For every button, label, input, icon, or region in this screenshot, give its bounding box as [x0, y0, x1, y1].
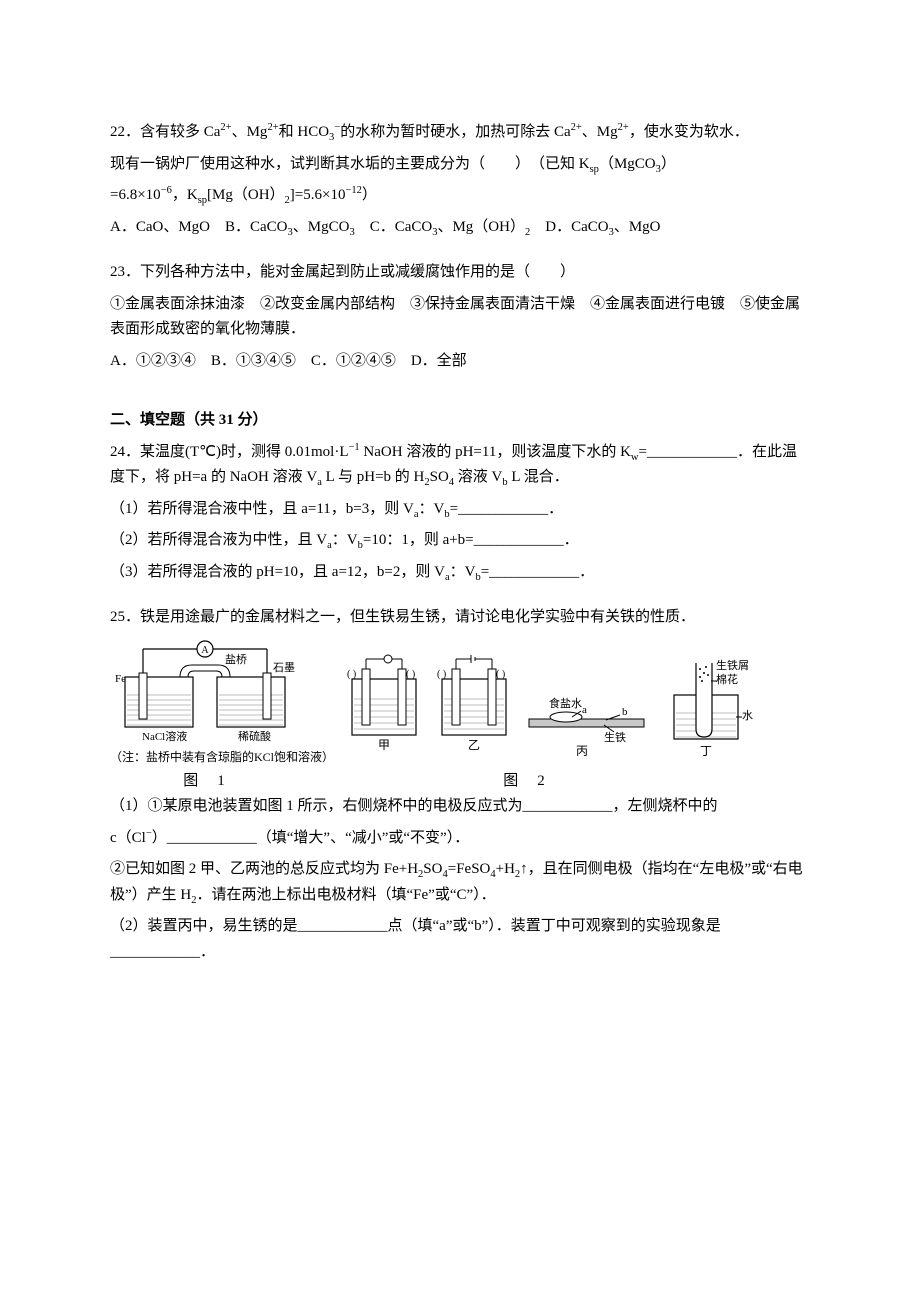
bing-label: 丙 — [576, 744, 588, 758]
q25-part3: （2）装置丙中，易生锈的是____________点（填“a”或“b”）．装置丁… — [110, 914, 810, 965]
q25-stem: 25．铁是用途最广的金属材料之一，但生铁易生锈，请讨论电化学实验中有关铁的性质． — [110, 605, 810, 631]
yi-label: 乙 — [468, 738, 480, 752]
q25-figures: A 盐桥 Fe — [110, 637, 810, 767]
q24-stem: 24．某温度(T℃)时，测得 0.01mol·L−1 NaOH 溶液的 pH=1… — [110, 440, 810, 491]
jia-label: 甲 — [378, 738, 390, 752]
salt-bridge-label: 盐桥 — [225, 653, 247, 666]
shengtiexie-label: 生铁屑 — [716, 658, 749, 672]
q25-figure-captions: 图 1 图 2 — [110, 769, 810, 795]
q25-fig1-note: （注：盐桥中装有含琼脂的KCl饱和溶液） — [110, 747, 334, 767]
shengtie-label: 生铁 — [604, 730, 626, 744]
fig2-caption: 图 2 — [310, 769, 740, 795]
q25-part1-line2: c（Cl−）____________（填“增大”、“减小”或“不变”）． — [110, 826, 810, 852]
q23-options: A．①②③④ B．①③④⑤ C．①②④⑤ D．全部 — [110, 349, 810, 375]
svg-text:a: a — [582, 704, 587, 716]
q25-figure2: ( ) ( ) 甲 ( ) ( ) 乙 食盐水 — [344, 647, 774, 767]
svg-text:b: b — [622, 706, 628, 718]
q23-stem-line2: ①金属表面涂抹油漆 ②改变金属内部结构 ③保持金属表面清洁干燥 ④金属表面进行电… — [110, 292, 810, 343]
graphite-label: 石墨 — [273, 661, 295, 674]
q22-options: A．CaO、MgO B．CaCO3、MgCO3 C．CaCO3、Mg（OH）2 … — [110, 215, 810, 241]
ding-label: 丁 — [700, 744, 712, 758]
q22-stem-line2: 现有一锅炉厂使用这种水，试判断其水垢的主要成分为（ ） （已知 Ksp（MgCO… — [110, 152, 810, 178]
nacl-label: NaCl溶液 — [142, 729, 187, 743]
q25-part2: ②已知如图 2 甲、乙两池的总反应式均为 Fe+H2SO4=FeSO4+H2↑，… — [110, 857, 810, 908]
fig1-caption: 图 1 — [110, 769, 300, 795]
page: 22．含有较多 Ca2+、Mg2+和 HCO3−的水称为暂时硬水，加热可除去 C… — [0, 0, 920, 1302]
q24-part2: （2）若所得混合液为中性，且 Va：Vb=10：1，则 a+b=________… — [110, 528, 810, 554]
svg-text:( ): ( ) — [496, 669, 505, 680]
q22-stem-line1: 22．含有较多 Ca2+、Mg2+和 HCO3−的水称为暂时硬水，加热可除去 C… — [110, 120, 810, 146]
q24-part3: （3）若所得混合液的 pH=10，且 a=12，b=2，则 Va：Vb=____… — [110, 560, 810, 586]
dilute-acid-label: 稀硫酸 — [238, 729, 271, 743]
svg-text:( ): ( ) — [437, 669, 446, 680]
q25-part1-line1: （1）①某原电池装置如图 1 所示，右侧烧杯中的电极反应式为__________… — [110, 794, 810, 820]
section2-heading: 二、填空题（共 31 分） — [110, 408, 810, 434]
svg-text:( ): ( ) — [406, 669, 415, 680]
mianhua-label: 棉花 — [716, 672, 738, 686]
q22-stem-line3: =6.8×10−6，Ksp[Mg（OH）2]=5.6×10−12） — [110, 183, 810, 209]
fe-label: Fe — [115, 673, 126, 685]
shui-label: 水 — [742, 709, 753, 722]
q25-figure1: A 盐桥 Fe — [110, 637, 334, 767]
q24-part1: （1）若所得混合液中性，且 a=11，b=3，则 Va：Vb=_________… — [110, 497, 810, 523]
ammeter-label: A — [201, 645, 209, 656]
yanshui-label: 食盐水 — [549, 696, 582, 710]
svg-text:( ): ( ) — [347, 669, 356, 680]
q23-stem-line1: 23．下列各种方法中，能对金属起到防止或减缓腐蚀作用的是（ ） — [110, 260, 810, 286]
